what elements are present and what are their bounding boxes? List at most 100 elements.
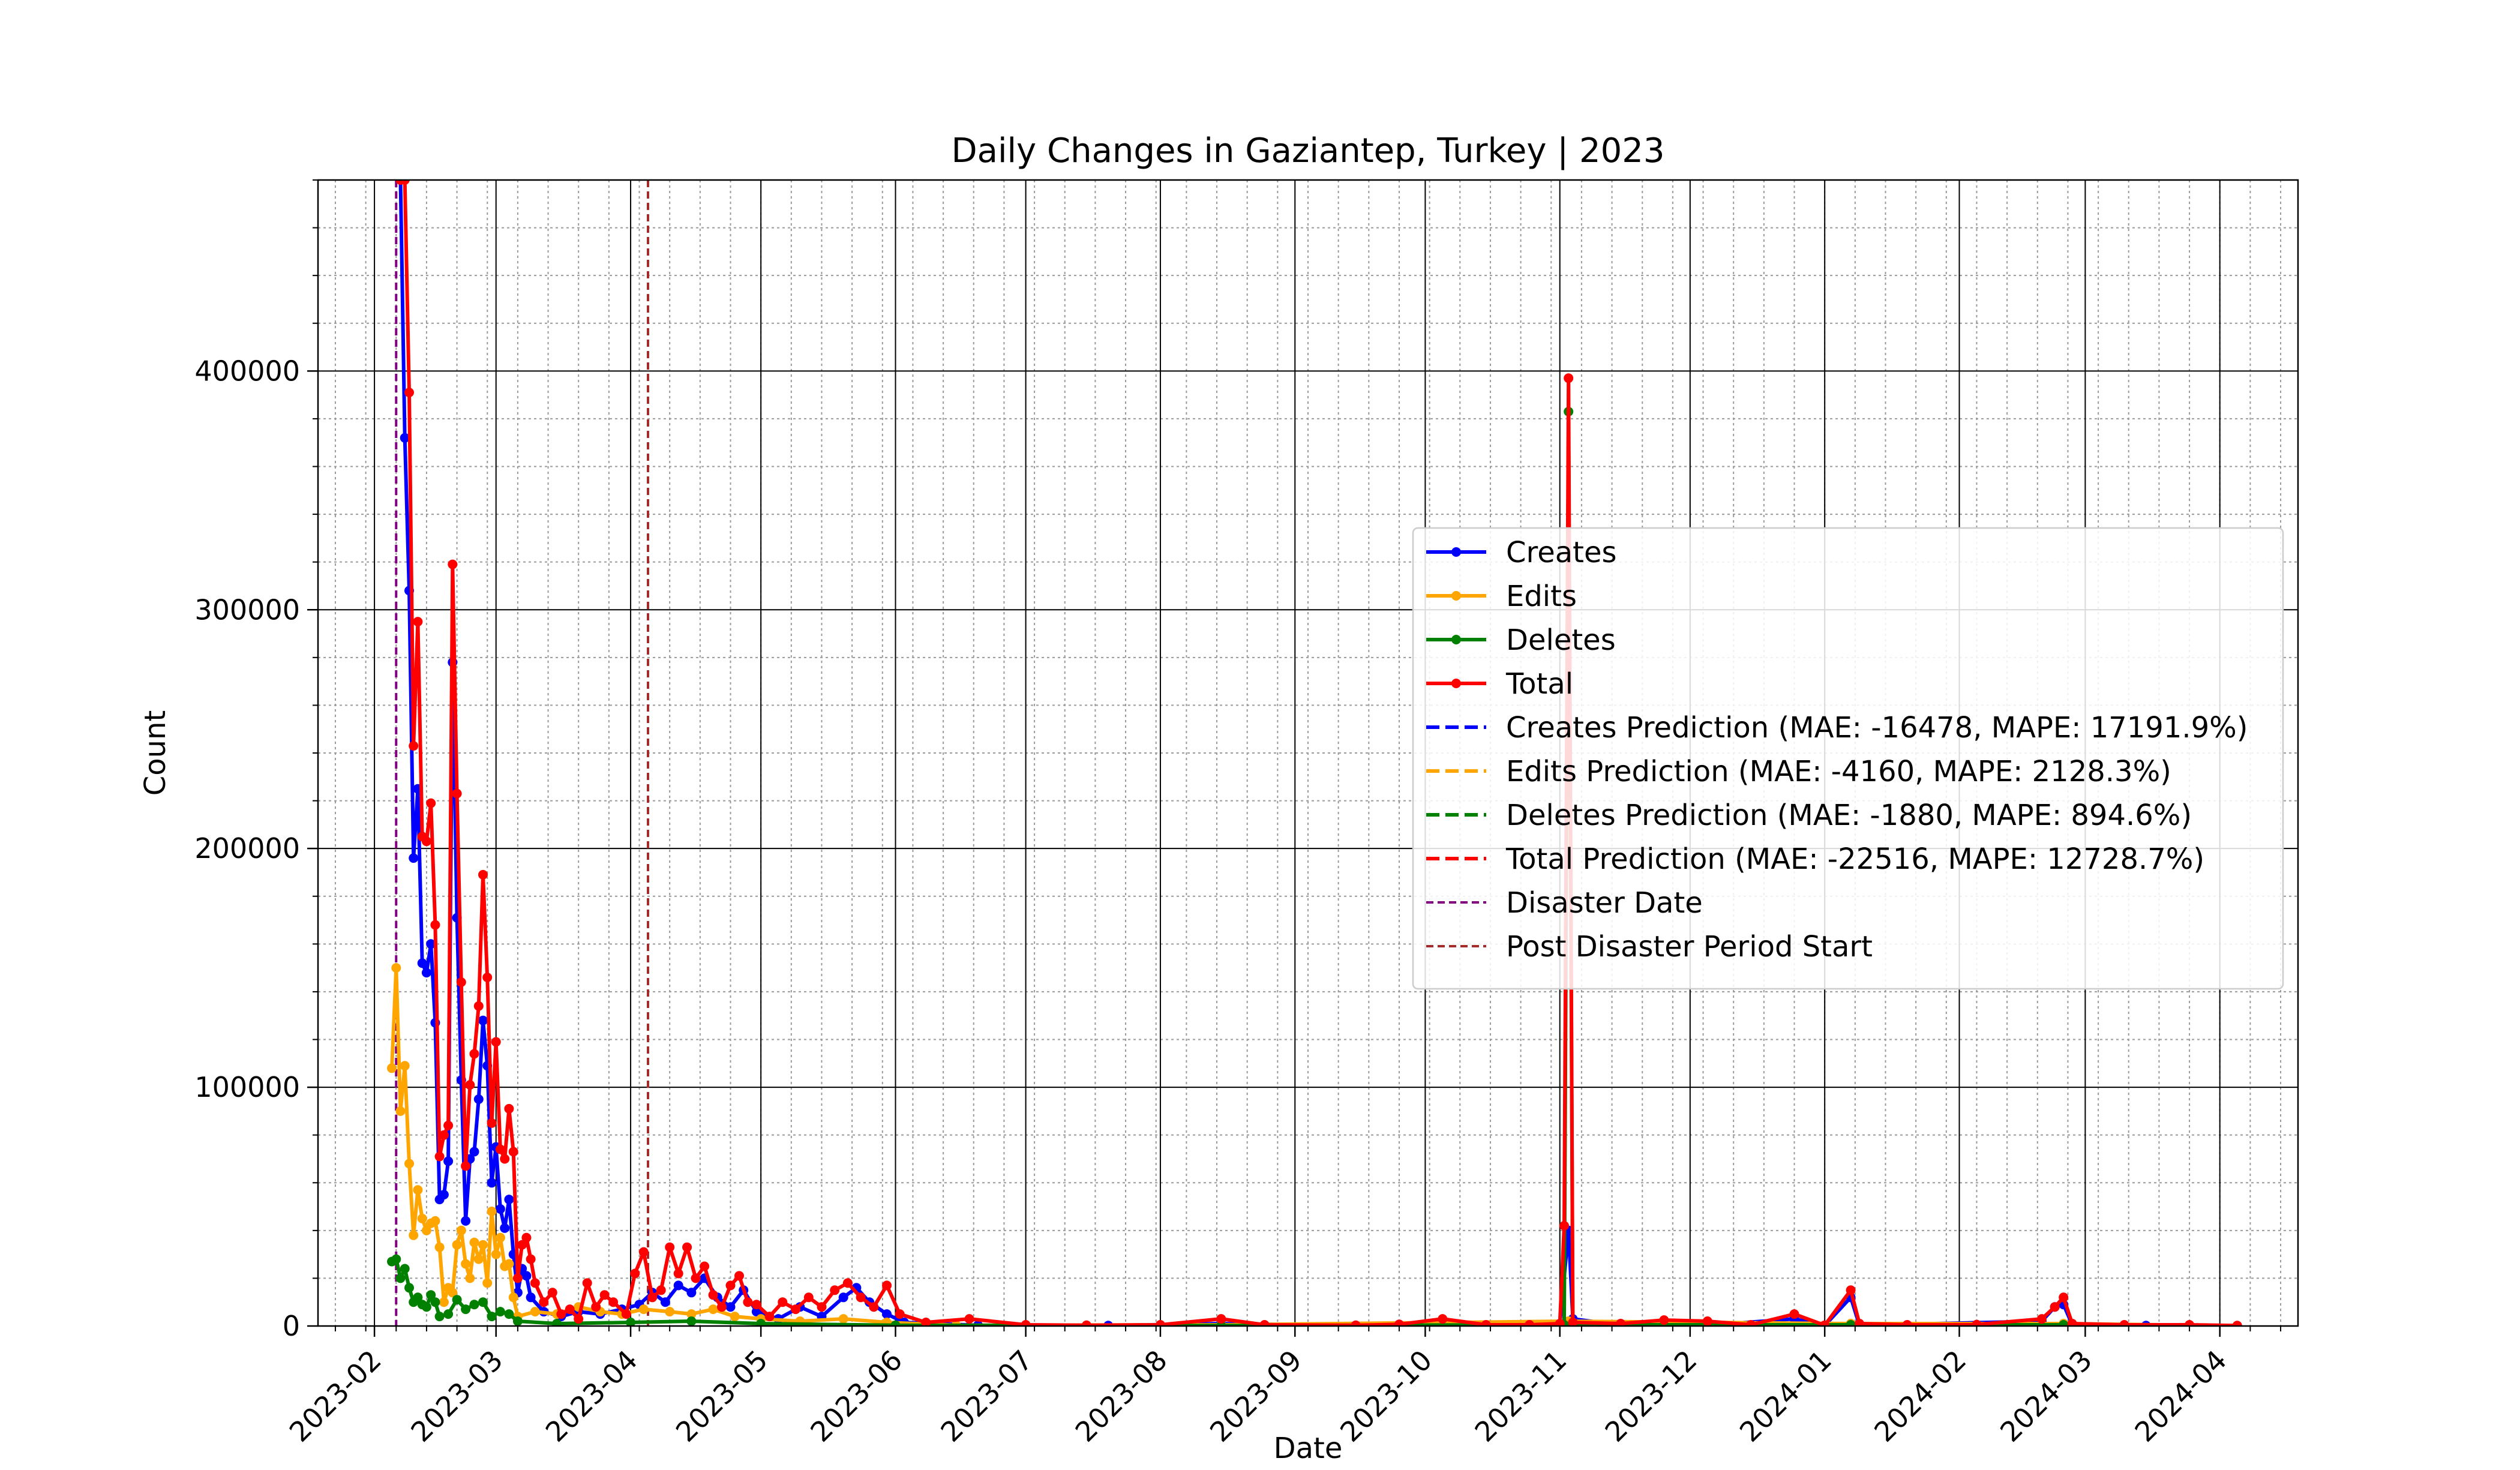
- data-point-deletes: [890, 1320, 901, 1326]
- data-point-total: [547, 1288, 557, 1298]
- data-point-total: [526, 1254, 536, 1264]
- data-point-creates: [461, 1216, 471, 1226]
- data-point-total: [778, 1297, 788, 1307]
- data-point-total: [2037, 1314, 2047, 1324]
- data-point-edits: [469, 1237, 479, 1247]
- y-axis-label: Count: [139, 710, 172, 796]
- data-point-total: [708, 1290, 718, 1300]
- data-point-deletes: [404, 1283, 414, 1293]
- data-point-deletes: [1846, 1320, 1856, 1326]
- data-point-deletes: [443, 1309, 454, 1319]
- data-point-deletes: [434, 1312, 445, 1322]
- data-point-total: [421, 836, 431, 847]
- data-point-total: [1702, 1316, 1712, 1326]
- data-point-creates: [487, 1178, 497, 1188]
- data-point-total: [1616, 1319, 1626, 1326]
- data-point-total: [1555, 1319, 1565, 1326]
- data-point-total: [400, 180, 410, 185]
- data-point-total: [530, 1278, 540, 1288]
- data-point-total: [426, 798, 436, 808]
- data-point-total: [508, 1147, 518, 1157]
- data-point-creates: [500, 1223, 510, 1233]
- data-point-total: [539, 1297, 549, 1307]
- data-point-total: [473, 1001, 484, 1011]
- data-point-deletes: [400, 1264, 410, 1274]
- data-point-total: [556, 1309, 566, 1319]
- data-point-total: [591, 1302, 601, 1312]
- data-point-total: [734, 1271, 744, 1281]
- data-point-creates: [439, 1190, 449, 1200]
- data-point-total: [521, 1232, 532, 1243]
- data-point-total: [430, 920, 440, 930]
- data-point-total: [764, 1312, 775, 1322]
- data-point-edits: [665, 1307, 675, 1317]
- data-point-edits: [404, 1159, 414, 1169]
- data-point-creates: [725, 1302, 736, 1312]
- data-point-total: [517, 1240, 527, 1250]
- data-point-total: [1846, 1285, 1856, 1295]
- data-point-total: [482, 973, 493, 982]
- y-tick-label: 200000: [194, 832, 300, 865]
- data-point-deletes: [552, 1319, 562, 1326]
- data-point-deletes: [504, 1309, 514, 1319]
- data-point-total: [691, 1273, 701, 1283]
- data-point-edits: [838, 1314, 848, 1324]
- data-point-total: [717, 1302, 727, 1312]
- data-point-creates: [417, 958, 427, 968]
- data-point-edits: [730, 1312, 740, 1322]
- data-point-edits: [482, 1278, 493, 1288]
- data-point-total: [1259, 1320, 1270, 1326]
- data-point-total: [439, 1130, 449, 1140]
- data-point-total: [2232, 1321, 2242, 1326]
- data-point-total: [2067, 1319, 2077, 1326]
- data-point-deletes: [395, 1273, 406, 1283]
- data-point-creates: [426, 939, 436, 949]
- data-point-total: [1394, 1319, 1404, 1326]
- data-point-edits: [387, 1063, 397, 1073]
- series-deletes: [387, 407, 2242, 1326]
- data-point-total: [1789, 1309, 1799, 1319]
- data-point-total: [1216, 1314, 1226, 1324]
- data-point-total: [1902, 1320, 1912, 1326]
- data-point-total: [404, 388, 414, 398]
- data-point-creates: [838, 1292, 848, 1303]
- data-point-total: [1820, 1320, 1830, 1326]
- data-point-total: [413, 617, 423, 627]
- data-point-total: [443, 1120, 454, 1130]
- data-point-edits: [487, 1207, 497, 1216]
- data-point-total: [882, 1280, 892, 1291]
- legend-label-disaster-date: Disaster Date: [1506, 886, 1703, 920]
- data-point-edits: [395, 1106, 406, 1116]
- data-point-total: [791, 1304, 801, 1315]
- data-point-total: [921, 1318, 931, 1326]
- data-point-total: [448, 559, 458, 569]
- data-point-edits: [452, 1240, 462, 1250]
- data-point-total: [817, 1302, 827, 1312]
- data-point-total: [461, 1161, 471, 1171]
- data-point-creates: [751, 1307, 761, 1317]
- data-point-creates: [686, 1288, 697, 1298]
- data-point-edits: [439, 1297, 449, 1307]
- data-point-total: [409, 741, 419, 751]
- data-point-edits: [495, 1232, 505, 1243]
- data-point-total: [478, 869, 488, 880]
- data-point-total: [665, 1242, 675, 1252]
- data-point-edits: [508, 1292, 518, 1303]
- legend: Creates Edits Deletes Total Creates Predicti…: [1412, 527, 2284, 990]
- data-point-total: [452, 788, 462, 799]
- data-point-total: [751, 1300, 761, 1310]
- data-point-edits: [491, 1249, 501, 1259]
- data-point-edits: [421, 1225, 431, 1235]
- data-point-total: [582, 1278, 592, 1288]
- legend-label-creates: Creates: [1506, 536, 1617, 569]
- legend-label-edits: Edits: [1506, 580, 1577, 613]
- data-point-total: [1525, 1320, 1535, 1326]
- data-point-total: [608, 1297, 619, 1307]
- data-point-total: [700, 1261, 710, 1271]
- data-point-total: [830, 1285, 840, 1295]
- data-point-total: [895, 1309, 905, 1319]
- data-point-deletes: [413, 1292, 423, 1303]
- data-point-total: [512, 1273, 523, 1283]
- data-point-total: [599, 1290, 610, 1300]
- data-point-creates: [495, 1204, 505, 1214]
